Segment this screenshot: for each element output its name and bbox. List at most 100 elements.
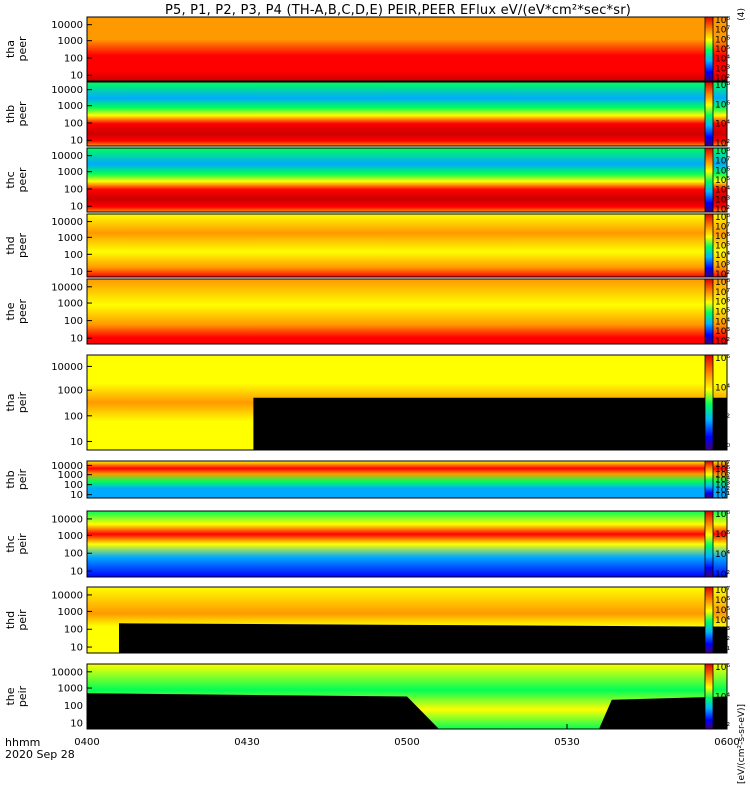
colorbar-tick-label: 10¹ [715,646,730,656]
colorbar-tick-label: 10⁷ [715,288,730,298]
y-tick-label: 100 [64,53,83,64]
spectrogram-panel: the peir 10 100 1000 10000 10⁶ 10⁴ 10² [4,663,730,732]
y-tick-label: 10 [70,643,83,654]
colorbar-tick-label: 10⁴ [715,317,730,327]
colorbar [704,81,714,147]
panel-species-label: peer [16,233,29,259]
y-tick-label: 1000 [58,607,83,618]
y-tick-label: 10 [70,334,83,345]
colorbar-tick-label: 10¹ [715,491,730,501]
spectrogram-panel: thc peer 10 100 1000 10000 10⁸10⁷10⁶10⁵10⁴10³1… [4,147,730,215]
colorbar [704,460,714,499]
colorbar-tick-label: 10² [715,636,730,646]
y-tick-label: 10000 [51,667,83,678]
colorbar-tick-label: 10² [715,337,730,347]
colorbar-tick-label: 10⁸ [715,278,730,288]
y-tick-label: 1000 [58,101,83,112]
colorbar-tick-label: 10⁴ [715,186,730,196]
panel-frame [86,147,728,213]
y-tick-label: 10 [70,71,83,82]
colorbar-tick-label: 10⁴ [715,55,730,65]
colorbar-tick-label: 10² [715,205,730,215]
spectrogram-image [87,82,727,146]
panel-probe-label: thb [4,105,17,123]
colorbar-tick-label: 10⁶ [715,465,730,475]
panel-probe-label: tha [4,40,17,58]
y-tick-label: 10 [70,267,83,278]
panel-species-label: peer [16,101,29,127]
panel-frame [86,81,728,147]
colorbar-tick-label: 10⁶ [715,35,730,45]
colorbar-tick-label: 10⁷ [715,460,730,470]
colorbar-tick-label: 10⁴ [715,693,730,703]
colorbar-tick-label: 10⁷ [715,586,730,596]
y-tick-label: 10 [70,136,83,147]
colorbar-tick-label: 10³ [715,481,730,491]
panel-species-label: peir [16,468,29,490]
colorbar-tick-label: 10³ [715,626,730,636]
y-tick-label: 1000 [58,36,83,47]
colorbar-tick-label: 10⁸ [715,147,730,157]
spectrogram-image [87,461,727,498]
panel-frame [86,510,728,578]
y-tick-label: 10000 [51,461,83,472]
panel-frame [86,460,728,499]
y-tick-label: 1000 [58,386,83,397]
date-label: 2020 Sep 28 [5,748,75,761]
y-tick-label: 100 [64,118,83,129]
spectrogram-panel: thb peer 10 100 1000 10000 10⁸ 10⁶ 10⁴ 10² [4,81,730,149]
x-tick-label: 0530 [554,737,579,748]
spectrogram-image [87,279,727,344]
colorbar [704,510,714,578]
spectrogram-panel: thd peer 10 100 1000 10000 10⁸10⁷10⁶10⁵10⁴10³1… [4,213,730,280]
colorbar-tick-label: 10⁷ [715,157,730,167]
colorbar-tick-label: 10⁶ [715,298,730,308]
y-tick-label: 100 [64,480,83,491]
colorbar-tick-label: 10³ [715,64,730,74]
colorbar-tick-label: 10² [715,270,730,280]
colorbar-tick-label: 10⁵ [715,308,730,318]
panel-species-label: peer [16,167,29,193]
panel-frame [86,278,728,345]
colorbar-tick-label: 10⁶ [715,354,730,364]
colorbar [704,278,714,345]
spectrogram-image [87,214,727,277]
colorbar-tick-label: 10⁴ [715,616,730,626]
panel-frame [86,354,728,451]
y-tick-label: 100 [64,701,83,712]
y-tick-label: 100 [64,625,83,636]
y-tick-label: 1000 [58,684,83,695]
colorbar-tick-label: 10⁸ [715,213,730,223]
colorbar-unit-label: [eV/(cm²-s-sr-eV)] [737,704,747,784]
colorbar-tick-label: 10⁴ [715,476,730,486]
panel-species-label: peir [16,609,29,631]
y-tick-label: 100 [64,250,83,261]
colorbar-tick-label: 10² [715,722,730,732]
spectrogram-panel: tha peir 10 100 1000 10000 10⁶ 10⁴ 10² 10⁰ [4,354,730,453]
panel-species-label: peer [16,299,29,325]
time-axis: 0400 0430 0500 0530 0600 [74,724,740,748]
panel-frame [86,213,728,278]
colorbar-tick-label: 10³ [715,327,730,337]
colorbar-tick-label: 10³ [715,195,730,205]
panel-species-label: peir [16,533,29,555]
colorbar-tick-label: 10⁶ [715,100,730,110]
colorbar [704,16,714,82]
panel-probe-label: thd [4,611,17,629]
panel-probe-label: thd [4,236,17,254]
x-tick-label: 0400 [74,737,99,748]
colorbar-tick-label: 10⁴ [715,251,730,261]
colorbar-tick-label: 10⁵ [715,45,730,55]
y-tick-label: 10 [70,719,83,730]
y-tick-label: 10000 [51,20,83,31]
colorbar-tick-label: 10⁵ [715,606,730,616]
x-tick-label: 0430 [234,737,259,748]
colorbar-tick-label: 10⁶ [715,166,730,176]
spectrogram-panel: tha peer 10 100 1000 10000 10⁸10⁷10⁶10⁵10⁴10³1… [4,16,730,84]
colorbar [704,586,714,654]
no-data-region [87,693,439,729]
colorbar-tick-label: 10⁶ [715,232,730,242]
